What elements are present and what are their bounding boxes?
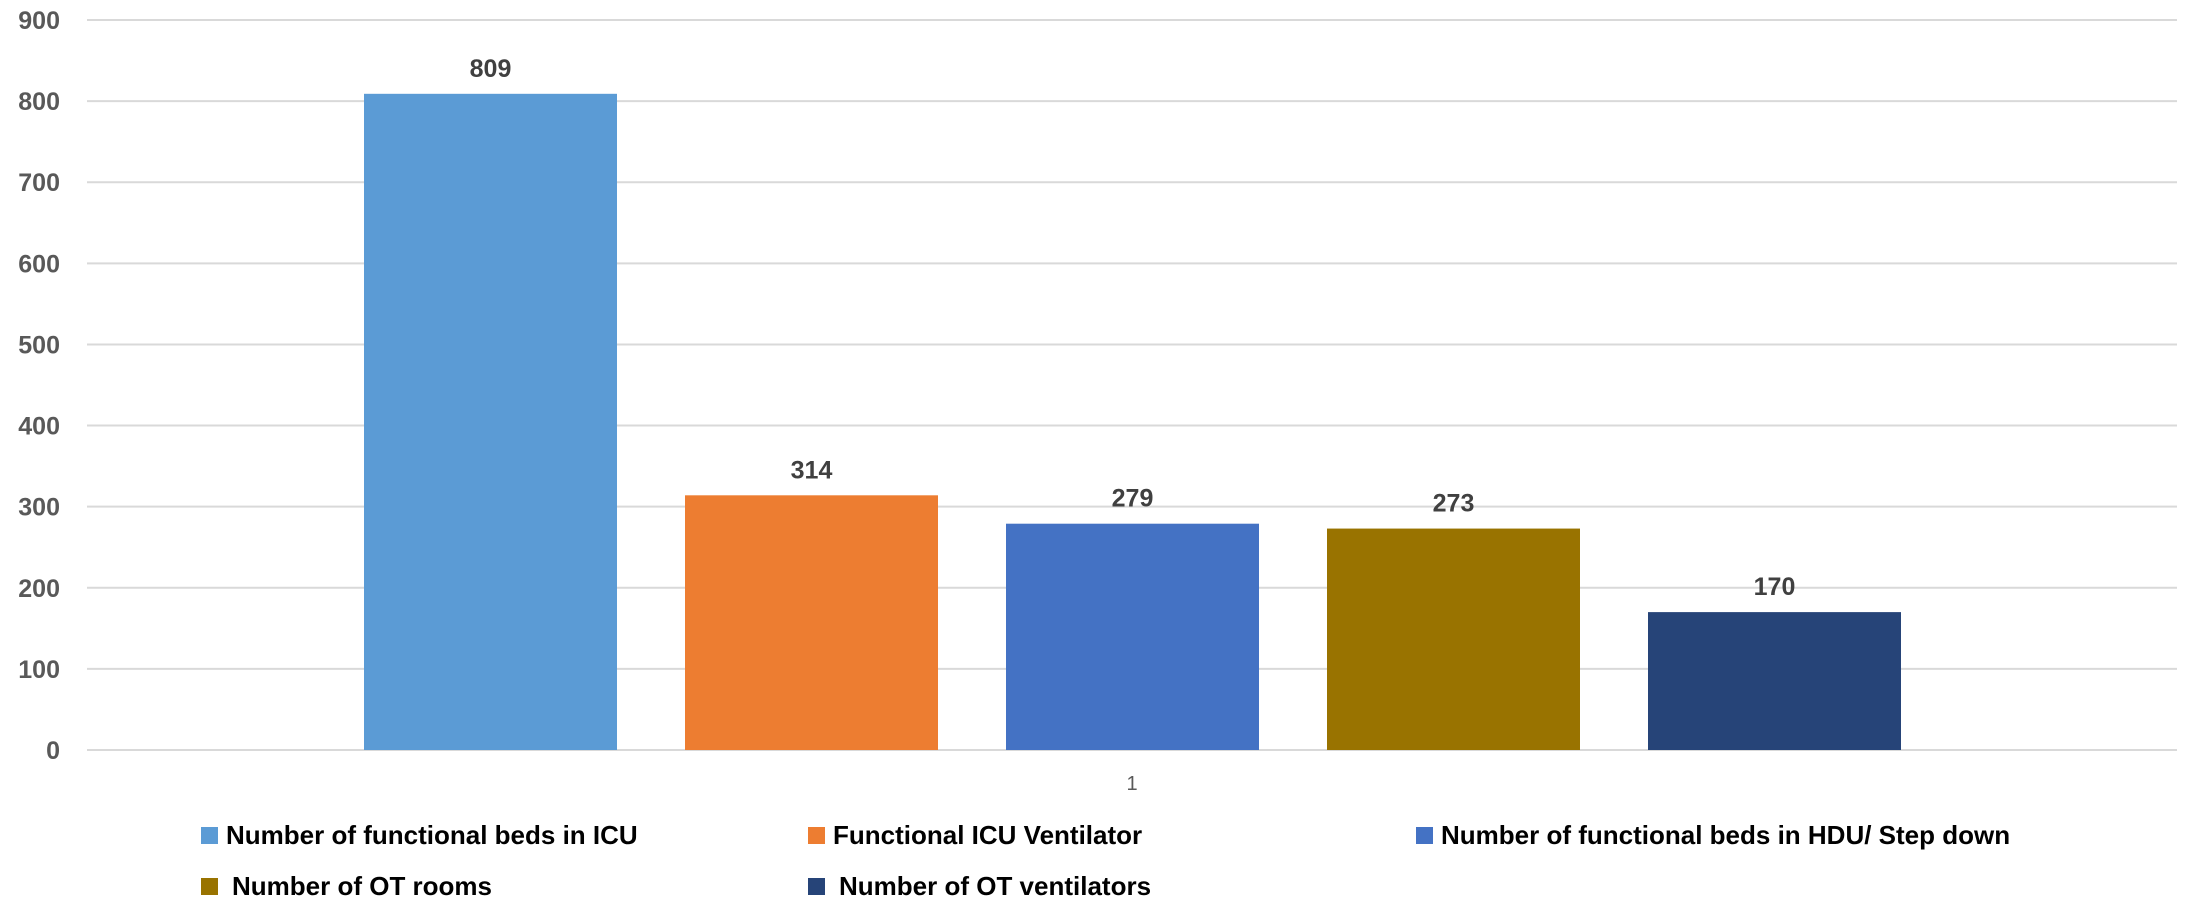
y-tick-label: 300 bbox=[18, 494, 60, 522]
data-label: 273 bbox=[1433, 490, 1475, 518]
legend-item-5: Number of OT ventilators bbox=[808, 871, 1151, 902]
y-tick-label: 100 bbox=[18, 656, 60, 684]
y-tick-label: 700 bbox=[18, 169, 60, 197]
legend-label: Number of functional beds in ICU bbox=[226, 820, 638, 850]
legend-item-2: Functional ICU Ventilator bbox=[808, 820, 1142, 851]
legend-swatch bbox=[201, 827, 218, 844]
bar-4 bbox=[1327, 528, 1580, 750]
y-tick-label: 200 bbox=[18, 575, 60, 603]
legend-swatch bbox=[1416, 827, 1433, 844]
y-tick-label: 800 bbox=[18, 88, 60, 116]
bars bbox=[364, 93, 1901, 751]
y-tick-label: 600 bbox=[18, 250, 60, 278]
legend-label: Number of functional beds in HDU/ Step d… bbox=[1441, 820, 2011, 850]
legend-swatch bbox=[808, 878, 825, 895]
y-tick-label: 900 bbox=[18, 7, 60, 35]
y-axis-ticks: 0 100 200 300 400 500 600 700 800 900 bbox=[18, 7, 60, 765]
bar-3 bbox=[1006, 523, 1259, 750]
y-tick-label: 400 bbox=[18, 413, 60, 441]
legend-label: Number of OT rooms bbox=[232, 871, 493, 901]
bar-5 bbox=[1648, 612, 1901, 750]
bar-2 bbox=[685, 495, 938, 750]
legend-swatch bbox=[201, 878, 218, 895]
y-tick-label: 0 bbox=[46, 737, 60, 765]
data-label: 314 bbox=[791, 456, 833, 484]
x-axis-categories: 1 bbox=[1126, 773, 1137, 795]
data-label: 170 bbox=[1754, 573, 1796, 601]
legend-label: Number of OT ventilators bbox=[839, 871, 1152, 901]
legend-item-1: Number of functional beds in ICU bbox=[201, 820, 638, 851]
legend-item-3: Number of functional beds in HDU/ Step d… bbox=[1416, 820, 2010, 851]
legend-swatch bbox=[808, 827, 825, 844]
data-label: 809 bbox=[470, 55, 512, 83]
y-tick-label: 500 bbox=[18, 331, 60, 359]
data-label: 279 bbox=[1112, 485, 1154, 513]
legend-label: Functional ICU Ventilator bbox=[833, 820, 1143, 850]
legend: Number of functional beds in ICU Function… bbox=[0, 810, 2188, 902]
data-labels: 809 314 279 273 170 bbox=[470, 55, 1796, 601]
legend-item-4: Number of OT rooms bbox=[201, 871, 492, 902]
bar-1 bbox=[364, 93, 617, 751]
x-category-label: 1 bbox=[1126, 773, 1137, 795]
bar-chart: 0 100 200 300 400 500 600 700 800 900 809 314 279 27… bbox=[18, 7, 2177, 795]
